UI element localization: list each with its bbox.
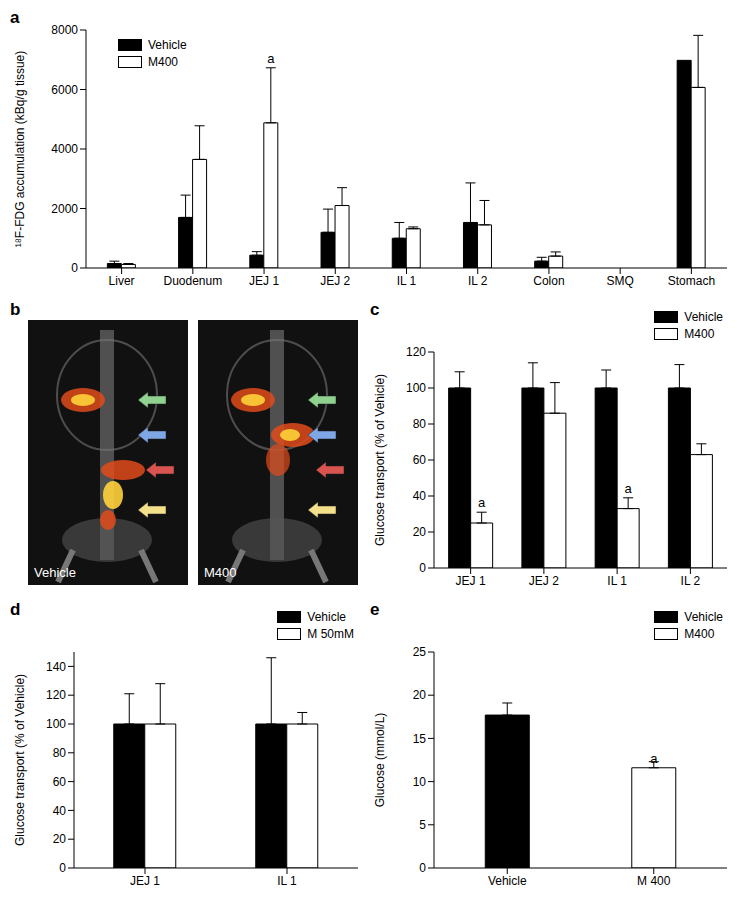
svg-text:IL 1: IL 1 xyxy=(277,874,297,888)
svg-text:140: 140 xyxy=(46,660,66,674)
svg-text:Duodenum: Duodenum xyxy=(163,274,222,288)
svg-text:20: 20 xyxy=(413,525,427,539)
svg-text:40: 40 xyxy=(413,489,427,503)
html-text:a: a xyxy=(10,8,20,27)
svg-text:¹⁸F-FDG accumulation (kBq/g ti: ¹⁸F-FDG accumulation (kBq/g tissue) xyxy=(13,51,27,247)
html-text:Vehicle: Vehicle xyxy=(684,610,723,624)
svg-text:M 400: M 400 xyxy=(637,874,671,888)
svg-text:60: 60 xyxy=(53,775,67,789)
svg-text:5: 5 xyxy=(419,818,426,832)
svg-text:15: 15 xyxy=(413,732,427,746)
svg-text:JEJ 1: JEJ 1 xyxy=(130,874,160,888)
svg-text:Glucose transport (% of Vehicl: Glucose transport (% of Vehicle) xyxy=(373,374,387,546)
html-text:b: b xyxy=(10,300,21,319)
svg-text:40: 40 xyxy=(53,804,67,818)
svg-text:120: 120 xyxy=(46,688,66,702)
svg-text:4000: 4000 xyxy=(51,142,78,156)
svg-text:8000: 8000 xyxy=(51,23,78,37)
svg-text:0: 0 xyxy=(71,261,78,275)
svg-text:20: 20 xyxy=(413,688,427,702)
svg-text:Glucose transport (% of Vehicl: Glucose transport (% of Vehicle) xyxy=(13,674,27,846)
html-text:e: e xyxy=(370,600,380,619)
svg-text:IL 1: IL 1 xyxy=(607,574,627,588)
svg-text:Stomach: Stomach xyxy=(668,274,715,288)
svg-text:120: 120 xyxy=(406,345,426,359)
svg-text:2000: 2000 xyxy=(51,202,78,216)
svg-text:a: a xyxy=(267,51,275,66)
svg-text:Glucose (mmol/L): Glucose (mmol/L) xyxy=(373,713,387,808)
svg-text:SMQ: SMQ xyxy=(606,274,633,288)
svg-text:100: 100 xyxy=(46,717,66,731)
svg-text:JEJ 2: JEJ 2 xyxy=(320,274,350,288)
svg-text:JEJ 1: JEJ 1 xyxy=(456,574,486,588)
svg-text:Vehicle: Vehicle xyxy=(488,874,527,888)
svg-text:60: 60 xyxy=(413,453,427,467)
svg-text:100: 100 xyxy=(406,381,426,395)
svg-text:IL 1: IL 1 xyxy=(397,274,417,288)
html-text:Vehicle: Vehicle xyxy=(148,38,187,52)
html-text:Vehicle: Vehicle xyxy=(684,310,723,324)
html-text:M400: M400 xyxy=(684,627,715,641)
svg-text:20: 20 xyxy=(53,832,67,846)
svg-text:a: a xyxy=(650,751,658,766)
svg-text:10: 10 xyxy=(413,775,427,789)
svg-text:25: 25 xyxy=(413,645,427,659)
svg-text:0: 0 xyxy=(419,561,426,575)
html-text:Vehicle: Vehicle xyxy=(307,610,346,624)
svg-text:6000: 6000 xyxy=(51,83,78,97)
svg-text:M400: M400 xyxy=(204,565,237,580)
svg-text:Colon: Colon xyxy=(533,274,564,288)
html-text:M400: M400 xyxy=(684,327,715,341)
html-text:c: c xyxy=(370,300,380,319)
svg-text:a: a xyxy=(478,495,486,510)
svg-text:JEJ 2: JEJ 2 xyxy=(529,574,559,588)
html-text:M400: M400 xyxy=(148,55,178,69)
svg-text:Vehicle: Vehicle xyxy=(34,565,76,580)
svg-text:IL 2: IL 2 xyxy=(468,274,488,288)
svg-text:0: 0 xyxy=(419,861,426,875)
svg-text:Liver: Liver xyxy=(109,274,135,288)
html-text:d: d xyxy=(10,600,21,619)
svg-text:IL 2: IL 2 xyxy=(681,574,701,588)
svg-text:80: 80 xyxy=(413,417,427,431)
svg-text:JEJ 1: JEJ 1 xyxy=(249,274,279,288)
svg-text:80: 80 xyxy=(53,746,67,760)
svg-text:0: 0 xyxy=(59,861,66,875)
svg-text:a: a xyxy=(625,481,633,496)
html-text:M 50mM: M 50mM xyxy=(307,627,354,641)
